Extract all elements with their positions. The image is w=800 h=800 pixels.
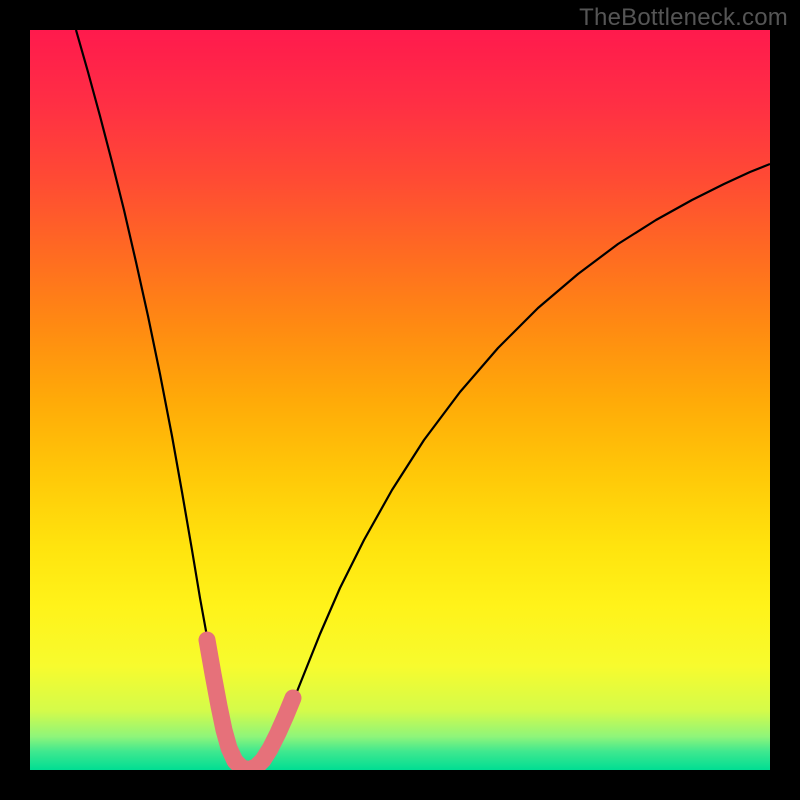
optimal-range-highlight (207, 640, 293, 770)
bottleneck-curve (76, 30, 770, 770)
watermark-text: TheBottleneck.com (579, 4, 788, 32)
